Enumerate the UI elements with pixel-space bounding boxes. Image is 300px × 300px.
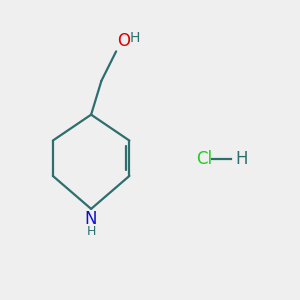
Text: H: H: [86, 225, 96, 238]
Text: H: H: [236, 150, 248, 168]
Text: N: N: [85, 210, 98, 228]
Text: H: H: [129, 31, 140, 45]
Text: O: O: [118, 32, 130, 50]
Text: Cl: Cl: [196, 150, 212, 168]
